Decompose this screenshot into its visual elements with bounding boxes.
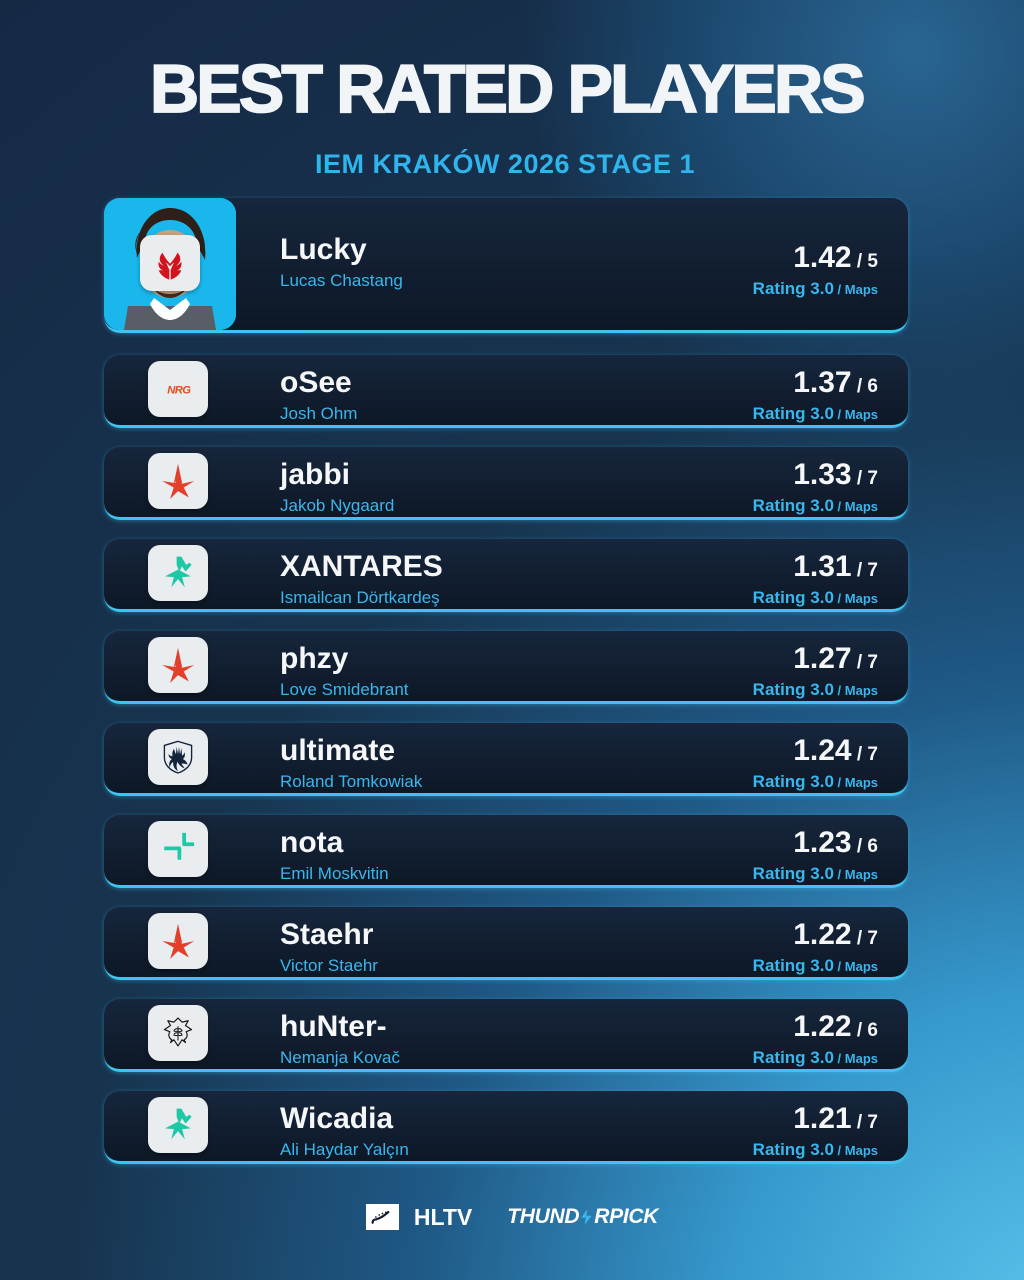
svg-text:NRG: NRG — [167, 384, 191, 396]
